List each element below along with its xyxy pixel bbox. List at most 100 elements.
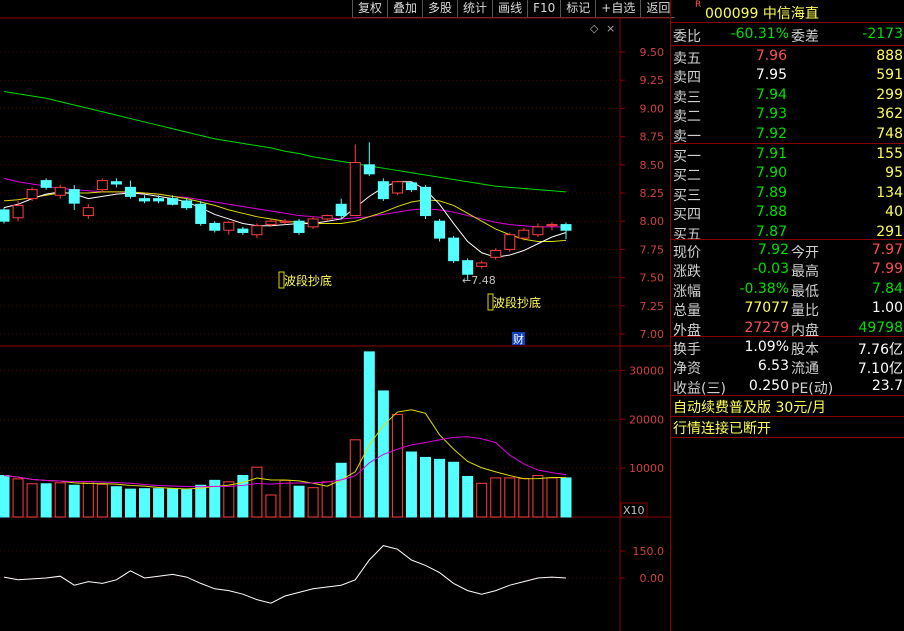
signal-marker: [278, 271, 285, 289]
volume-bar: [195, 484, 207, 518]
quote-value-a: 7.92: [757, 242, 789, 258]
candle-body: [265, 220, 277, 226]
candle-body: [560, 224, 572, 231]
ratio-label: 委比: [673, 29, 701, 45]
candle-body: [279, 220, 291, 223]
volume-bar: [223, 481, 235, 518]
candle-body: [68, 189, 80, 204]
candle-body: [532, 226, 544, 236]
candle-body: [96, 180, 108, 191]
price-tick-label: 9.25: [640, 74, 665, 87]
candle-body: [54, 186, 66, 196]
ratio-value: -60.31%: [730, 26, 789, 42]
ask-row-2-label: 卖二: [673, 109, 701, 126]
volume-bar: [518, 477, 530, 518]
volume-bar: [167, 488, 179, 518]
bid-row-4-price: 7.88: [755, 204, 787, 221]
bid-row-4: 买四 7.88 40: [671, 203, 904, 224]
volume-bar: [490, 477, 502, 518]
bid-row-3-volume: 134: [876, 184, 903, 201]
quote-value-b: 7.99: [871, 261, 903, 278]
candle-body: [110, 181, 122, 185]
price-tick-label: 9.00: [640, 102, 665, 115]
volume-tick-label: 30000: [629, 364, 664, 377]
quote-row-4: 外盘 27279 内盘 49798: [671, 319, 904, 339]
volume-bar: [504, 477, 516, 518]
candle-body: [237, 228, 249, 233]
candle-body: [405, 182, 417, 191]
bid-row-3-price: 7.89: [755, 184, 787, 201]
volume-bar: [26, 483, 38, 518]
volume-bar: [307, 487, 319, 518]
osc-tick-label: 0.00: [640, 572, 665, 585]
stat-label-b: 流通: [791, 361, 819, 378]
candle-body: [26, 189, 38, 200]
candle-body: [195, 203, 207, 224]
volume-bar: [405, 451, 417, 518]
candle-body: [251, 225, 263, 236]
low-price-label: ←7.48: [462, 274, 496, 287]
candle-body: [546, 224, 558, 227]
ask-row-5: 卖五 7.96 888: [671, 47, 904, 67]
stat-label-b: 股本: [791, 342, 819, 358]
candle-body: [335, 203, 347, 217]
margin-badge: R: [695, 0, 702, 10]
quote-label-b: 量比: [791, 303, 819, 320]
candle-body: [124, 186, 136, 197]
volume-bar: [237, 474, 249, 518]
volume-bar: [0, 474, 10, 518]
candle-body: [377, 181, 389, 200]
quote-row-2: 涨幅 -0.38% 最低 7.84: [671, 280, 904, 300]
candle-body: [462, 260, 474, 275]
quote-label-a: 涨跌: [673, 264, 701, 281]
stat-label-a: 净资: [673, 361, 701, 378]
volume-bar: [560, 477, 572, 518]
quote-label-a: 涨幅: [673, 283, 701, 300]
ask-row-1-price: 7.92: [755, 125, 787, 142]
kline-chart[interactable]: ◇ × 9.50 9.25 9.00 8.75 8.50 8.25 8.00 7.75 7.50 7.…: [0, 0, 670, 631]
ask-row-2-price: 7.93: [755, 106, 787, 123]
volume-bar: [321, 481, 333, 518]
close-pane-icon: ×: [606, 22, 615, 35]
quote-value-a: -0.38%: [739, 280, 789, 297]
quote-value-b: 7.84: [871, 280, 903, 297]
quote-label-b: 内盘: [791, 322, 819, 339]
stat-value-b: 7.76亿: [857, 342, 903, 358]
candle-body: [476, 262, 488, 267]
ratio-diff-label: 委差: [791, 29, 819, 45]
ask-row-5-price: 7.96: [755, 48, 787, 64]
price-tick-label: 8.25: [640, 187, 665, 200]
diamond-icon: ◇: [590, 22, 599, 35]
candle-body: [349, 162, 361, 217]
bid-row-2-volume: 95: [885, 165, 903, 182]
volume-bar: [279, 479, 291, 518]
quote-value-a: 77077: [744, 300, 789, 317]
volume-bar: [82, 481, 94, 518]
volume-bar: [349, 439, 361, 518]
volume-bar: [12, 478, 24, 518]
signal-marker: [487, 293, 494, 311]
ask-row-4-price: 7.95: [755, 67, 787, 84]
bid-row-5-price: 7.87: [755, 223, 787, 240]
quote-row-0: 现价 7.92 今开 7.97: [671, 241, 904, 261]
price-tick-label: 8.00: [640, 215, 665, 228]
candle-body: [448, 237, 460, 262]
candle-body: [40, 180, 52, 188]
ask-row-3: 卖三 7.94 299: [671, 86, 904, 106]
fin-badge: 财: [513, 332, 524, 346]
price-tick-label: 8.50: [640, 159, 665, 172]
volume-bar: [532, 474, 544, 518]
volume-bar: [124, 488, 136, 518]
bid-row-3-label: 买三: [673, 187, 701, 204]
volume-bar: [96, 483, 108, 518]
stock-title: R 000099 中信海直: [671, 0, 904, 23]
candle-body: [82, 207, 94, 217]
promo-text[interactable]: 自动续费普及版 30元/月: [673, 400, 826, 416]
bid-row-4-volume: 40: [885, 204, 903, 221]
bid-row-5-volume: 291: [876, 223, 903, 240]
ask-row-4-volume: 591: [876, 67, 903, 84]
stat-row-0: 换手 1.09% 股本 7.76亿: [671, 338, 904, 358]
bid-row-4-label: 买四: [673, 207, 701, 224]
volume-bar: [363, 351, 375, 518]
stat-label-a: 收益(三): [673, 380, 726, 397]
